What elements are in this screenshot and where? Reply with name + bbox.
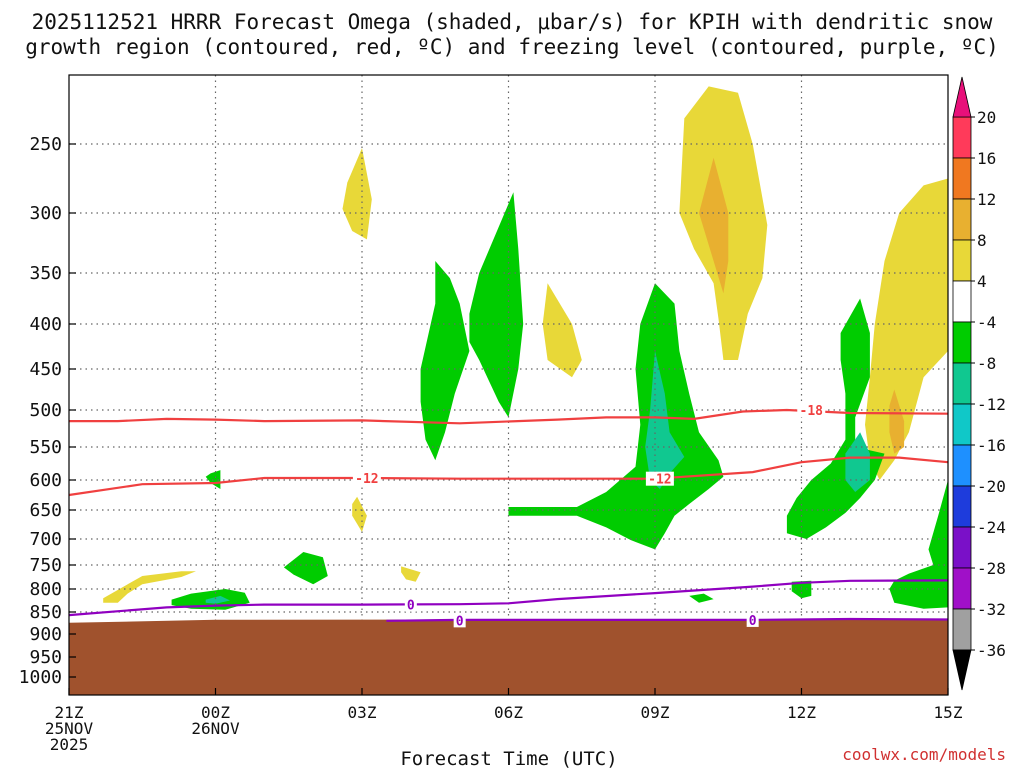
y-tick-label-450: 450	[29, 359, 62, 380]
y-tick-label-350: 350	[29, 263, 62, 284]
colorbar-label-11: -28	[977, 559, 1006, 578]
colorbar-swatch-5	[952, 321, 972, 364]
colorbar-label-7: -12	[977, 395, 1006, 414]
terrain-layer	[69, 618, 948, 695]
chart-title-line1: 2025112521 HRRR Forecast Omega (shaded, …	[31, 10, 993, 34]
y-tick-label-850: 850	[29, 602, 62, 623]
colorbar-label-3: 8	[977, 231, 987, 250]
y-tick-label-650: 650	[29, 500, 62, 521]
x-tick-label-3-1: 26NOV	[191, 719, 240, 738]
y-tick-label-750: 750	[29, 555, 62, 576]
colorbar-label-4: 4	[977, 272, 987, 291]
y-tick-label-950: 950	[29, 647, 62, 668]
contour-label-1: -12	[355, 472, 378, 487]
colorbar-label-5: -4	[977, 313, 996, 332]
x-tick-label-0-1: 25NOV	[45, 719, 94, 738]
y-tick-label-600: 600	[29, 470, 62, 491]
contour-label-bg-2	[645, 471, 674, 486]
contour-freezing_level_0	[68, 579, 949, 617]
region-green-1000z-tiny	[689, 593, 714, 603]
y-tick-label-400: 400	[29, 314, 62, 335]
contour-dgz_-12	[68, 456, 949, 497]
contour-dgz_-18	[69, 408, 949, 425]
x-tick-label-6-0: 03Z	[348, 703, 377, 722]
contour-label-bg-0	[797, 403, 826, 417]
colorbar-swatch-8	[952, 444, 972, 487]
region-gold-11z	[699, 157, 729, 294]
contour-label-5: 0	[749, 614, 757, 629]
colorbar-swatch-6	[952, 362, 972, 405]
colorbar-top-arrow	[952, 76, 972, 118]
region-green-0545	[469, 192, 524, 418]
contour-label-4: 0	[456, 614, 464, 629]
colorbar-label-0: 20	[977, 108, 996, 127]
x-tick-label-0-0: 21Z	[55, 703, 84, 722]
region-green-0430	[420, 261, 470, 461]
region-yellow-03z-upper	[342, 148, 372, 240]
x-tick-label-3-0: 00Z	[201, 703, 230, 722]
region-yellow-1430	[865, 178, 948, 480]
x-tick-label-9-0: 06Z	[494, 703, 523, 722]
colorbar-swatch-10	[952, 526, 972, 569]
y-tick-label-500: 500	[29, 400, 62, 421]
contour-label-bg-5	[746, 612, 759, 627]
colorbar-swatch-0	[952, 116, 972, 159]
colorbar-swatch-2	[952, 198, 972, 241]
y-tick-label-800: 800	[29, 579, 62, 600]
y-tick-label-900: 900	[29, 624, 62, 645]
region-cyan-12z-right	[845, 432, 870, 492]
colorbar-swatch-1	[952, 157, 972, 200]
colorbar-swatch-7	[952, 403, 972, 446]
y-tick-label-300: 300	[29, 203, 62, 224]
region-green-0115	[283, 552, 328, 585]
y-tick-label-700: 700	[29, 529, 62, 550]
y-tick-label-250: 250	[29, 134, 62, 155]
colorbar: 20 16 12 8 4 -4 -8 -12 -16 -20 -24 -28 -32 -36	[952, 76, 1006, 691]
contour-label-2: -12	[648, 473, 671, 488]
chart-title-line2: growth region (contoured, red, ºC) and f…	[25, 35, 999, 59]
colorbar-label-9: -20	[977, 477, 1006, 496]
region-cyan-early-low	[205, 595, 231, 604]
terrain-fill	[69, 618, 948, 695]
omega-shaded-regions	[103, 86, 948, 610]
region-yellow-03z-small	[401, 566, 421, 582]
colorbar-label-10: -24	[977, 518, 1006, 537]
colorbar-label-6: -8	[977, 354, 996, 373]
x-tick-label-12-0: 09Z	[641, 703, 670, 722]
watermark: coolwx.com/models	[842, 745, 1006, 764]
colorbar-label-1: 16	[977, 149, 996, 168]
region-green-1430-low	[889, 480, 948, 609]
x-tick-label-15-0: 12Z	[787, 703, 816, 722]
colorbar-swatch-9	[952, 485, 972, 528]
contour-label-bg-3	[404, 597, 417, 612]
colorbar-swatch-3	[952, 239, 972, 282]
y-tick-label-550: 550	[29, 437, 62, 458]
x-tick-label-18-0: 15Z	[934, 703, 963, 722]
contour-lines: -18 -12 -12 0 0 0	[68, 403, 949, 629]
contour-label-0: -18	[800, 404, 824, 419]
colorbar-swatch-11	[952, 567, 972, 610]
x-tick-label-0-2: 2025	[50, 735, 89, 754]
colorbar-swatch-12	[952, 608, 972, 651]
colorbar-bottom-arrow	[952, 649, 972, 691]
colorbar-label-12: -32	[977, 600, 1006, 619]
region-yellow-03z-mid	[352, 496, 367, 532]
region-yellow-early-low	[103, 571, 196, 603]
colorbar-swatch-4	[952, 280, 972, 323]
contour-label-3: 0	[407, 599, 415, 614]
colorbar-label-8: -16	[977, 436, 1006, 455]
colorbar-label-2: 12	[977, 190, 996, 209]
colorbar-label-13: -36	[977, 641, 1006, 660]
contour-label-bg-1	[352, 471, 381, 486]
y-tick-label-1000: 1000	[19, 667, 62, 688]
region-gold-1430	[889, 389, 905, 454]
contour-label-bg-4	[453, 613, 466, 628]
region-yellow-0630	[542, 283, 582, 378]
axes: 2503003504004505005506006507007508008509…	[19, 74, 963, 754]
x-axis-label: Forecast Time (UTC)	[400, 748, 617, 768]
